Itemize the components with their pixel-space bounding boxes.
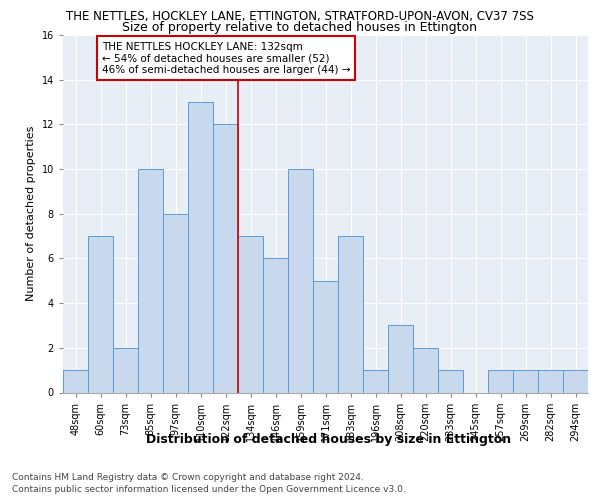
Text: Contains public sector information licensed under the Open Government Licence v3: Contains public sector information licen…: [12, 485, 406, 494]
Y-axis label: Number of detached properties: Number of detached properties: [26, 126, 36, 302]
Bar: [188, 102, 213, 393]
Text: THE NETTLES HOCKLEY LANE: 132sqm
← 54% of detached houses are smaller (52)
46% o: THE NETTLES HOCKLEY LANE: 132sqm ← 54% o…: [102, 42, 350, 75]
Bar: [238, 236, 263, 392]
Bar: [113, 348, 138, 393]
Text: Contains HM Land Registry data © Crown copyright and database right 2024.: Contains HM Land Registry data © Crown c…: [12, 472, 364, 482]
Bar: [413, 348, 438, 393]
Bar: [138, 169, 163, 392]
Bar: [438, 370, 463, 392]
Text: Size of property relative to detached houses in Ettington: Size of property relative to detached ho…: [122, 21, 478, 34]
Bar: [213, 124, 238, 392]
Bar: [538, 370, 563, 392]
Bar: [363, 370, 388, 392]
Bar: [563, 370, 588, 392]
Bar: [63, 370, 88, 392]
Text: THE NETTLES, HOCKLEY LANE, ETTINGTON, STRATFORD-UPON-AVON, CV37 7SS: THE NETTLES, HOCKLEY LANE, ETTINGTON, ST…: [66, 10, 534, 23]
Bar: [313, 281, 338, 392]
Bar: [513, 370, 538, 392]
Text: Distribution of detached houses by size in Ettington: Distribution of detached houses by size …: [146, 432, 511, 446]
Bar: [488, 370, 513, 392]
Bar: [163, 214, 188, 392]
Bar: [388, 326, 413, 392]
Bar: [88, 236, 113, 392]
Bar: [288, 169, 313, 392]
Bar: [338, 236, 363, 392]
Bar: [263, 258, 288, 392]
